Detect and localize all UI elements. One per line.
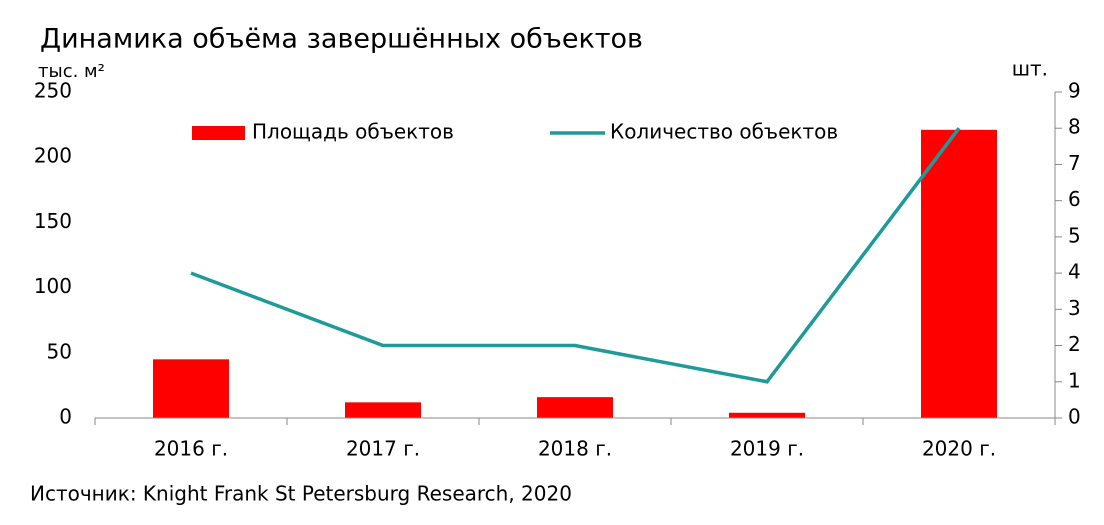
bar [921,129,997,419]
y-tick-label: 250 [34,79,72,103]
y2-axis-label: шт. [1012,57,1048,81]
bar [537,397,613,418]
y-axis-label: тыс. м² [38,61,105,82]
y2-tick-label: 0 [1068,405,1081,429]
line-series [190,127,961,384]
source-note: Источник: Knight Frank St Petersburg Res… [30,482,572,506]
y2-tick-label: 7 [1068,151,1081,175]
x-tick-label: 2018 г. [538,437,612,461]
y2-tick-label: 8 [1068,115,1081,139]
y2-tick-label: 9 [1068,79,1081,103]
x-tick-label: 2019 г. [730,437,804,461]
y2-tick-label: 5 [1068,223,1081,247]
x-tick-label: 2016 г. [154,437,228,461]
y-tick-label: 100 [34,274,72,298]
x-tick-label: 2020 г. [922,437,996,461]
y-tick-label: 0 [59,405,72,429]
y-tick-label: 50 [47,339,72,363]
legend-label: Площадь объектов [252,120,454,144]
legend-label: Количество объектов [610,120,838,144]
bar [345,402,421,418]
bar [729,412,805,418]
y2-tick-label: 6 [1068,187,1081,211]
y2-tick-label: 3 [1068,296,1081,320]
y2-tick-label: 2 [1068,332,1081,356]
x-tick-label: 2017 г. [346,437,420,461]
chart-title: Динамика объёма завершённых объектов [40,24,643,55]
bar [153,359,229,418]
y-tick-label: 150 [34,209,72,233]
y-tick-label: 200 [34,144,72,168]
legend-swatch [192,126,245,140]
y2-tick-label: 1 [1068,368,1081,392]
y2-tick-label: 4 [1068,260,1081,284]
